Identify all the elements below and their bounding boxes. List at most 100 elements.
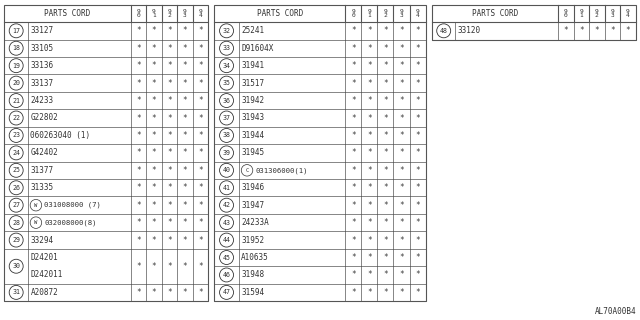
Text: *: *: [198, 79, 203, 88]
Text: 30: 30: [12, 263, 20, 269]
Text: *: *: [415, 183, 420, 192]
Text: *: *: [367, 131, 372, 140]
Text: 31945: 31945: [241, 148, 264, 157]
Text: 35: 35: [223, 80, 230, 86]
Text: 31335: 31335: [31, 183, 54, 192]
Text: *: *: [383, 61, 388, 70]
Text: *: *: [152, 288, 156, 297]
Text: *: *: [351, 270, 356, 279]
Text: *: *: [152, 218, 156, 227]
Text: 36: 36: [223, 98, 230, 104]
Text: *: *: [182, 61, 187, 70]
Text: 24233A: 24233A: [241, 218, 269, 227]
Text: *: *: [136, 148, 141, 157]
Text: *: *: [351, 148, 356, 157]
Text: 28: 28: [12, 220, 20, 226]
Text: 25: 25: [12, 167, 20, 173]
Text: 33105: 33105: [31, 44, 54, 53]
Text: *: *: [198, 288, 203, 297]
Text: *: *: [415, 96, 420, 105]
Text: PARTS CORD: PARTS CORD: [44, 9, 91, 18]
Text: *: *: [595, 26, 599, 35]
Text: *: *: [167, 114, 172, 123]
Text: *: *: [136, 26, 141, 35]
Text: *: *: [198, 201, 203, 210]
Text: *: *: [198, 44, 203, 53]
Text: *: *: [167, 201, 172, 210]
Text: D24201: D24201: [31, 253, 58, 262]
Text: *: *: [351, 96, 356, 105]
Text: *: *: [367, 44, 372, 53]
Text: *: *: [383, 236, 388, 244]
Text: *: *: [198, 114, 203, 123]
Text: *: *: [367, 183, 372, 192]
Text: *: *: [182, 236, 187, 244]
Text: 40: 40: [223, 167, 230, 173]
Text: 33: 33: [223, 45, 230, 51]
Text: *: *: [367, 26, 372, 35]
Text: *: *: [399, 183, 404, 192]
Text: *: *: [182, 183, 187, 192]
Text: *: *: [136, 288, 141, 297]
Text: W: W: [35, 203, 38, 208]
Text: *: *: [351, 114, 356, 123]
Text: 9
0: 9 0: [564, 9, 568, 18]
Text: *: *: [182, 44, 187, 53]
Text: 9
0: 9 0: [136, 9, 140, 18]
Text: 33137: 33137: [31, 79, 54, 88]
Text: *: *: [152, 131, 156, 140]
Text: *: *: [383, 166, 388, 175]
Text: *: *: [383, 79, 388, 88]
Text: 22: 22: [12, 115, 20, 121]
Text: 31941: 31941: [241, 61, 264, 70]
Text: 31594: 31594: [241, 288, 264, 297]
Text: *: *: [198, 96, 203, 105]
Text: G22802: G22802: [31, 114, 58, 123]
Text: 37: 37: [223, 115, 230, 121]
Text: *: *: [351, 218, 356, 227]
Text: *: *: [415, 236, 420, 244]
Text: *: *: [367, 79, 372, 88]
Text: *: *: [564, 26, 568, 35]
Text: *: *: [383, 114, 388, 123]
Text: 33127: 33127: [31, 26, 54, 35]
Text: *: *: [152, 183, 156, 192]
Text: 9
1: 9 1: [579, 9, 583, 18]
Text: 18: 18: [12, 45, 20, 51]
Text: *: *: [136, 183, 141, 192]
Text: *: *: [198, 26, 203, 35]
Text: *: *: [182, 262, 187, 271]
Text: 34: 34: [223, 63, 230, 69]
Text: *: *: [182, 166, 187, 175]
Text: 44: 44: [223, 237, 230, 243]
Text: 32: 32: [223, 28, 230, 34]
Text: 47: 47: [223, 289, 230, 295]
Text: *: *: [351, 288, 356, 297]
Text: 9
4: 9 4: [416, 9, 419, 18]
Text: 31377: 31377: [31, 166, 54, 175]
Text: *: *: [415, 270, 420, 279]
Text: 24: 24: [12, 150, 20, 156]
Text: *: *: [383, 96, 388, 105]
Bar: [432, 5, 636, 40]
Text: *: *: [198, 236, 203, 244]
Text: *: *: [152, 26, 156, 35]
Text: *: *: [610, 26, 614, 35]
Text: 38: 38: [223, 132, 230, 139]
Text: 26: 26: [12, 185, 20, 191]
Text: *: *: [182, 218, 187, 227]
Text: 39: 39: [223, 150, 230, 156]
Text: *: *: [415, 148, 420, 157]
Text: *: *: [399, 270, 404, 279]
Text: *: *: [182, 201, 187, 210]
Text: 33294: 33294: [31, 236, 54, 244]
Text: *: *: [351, 183, 356, 192]
Text: 31943: 31943: [241, 114, 264, 123]
Text: *: *: [136, 218, 141, 227]
Text: *: *: [383, 201, 388, 210]
Text: *: *: [367, 270, 372, 279]
Text: 9
3: 9 3: [611, 9, 614, 18]
Text: *: *: [136, 96, 141, 105]
Text: *: *: [399, 114, 404, 123]
Text: *: *: [167, 166, 172, 175]
